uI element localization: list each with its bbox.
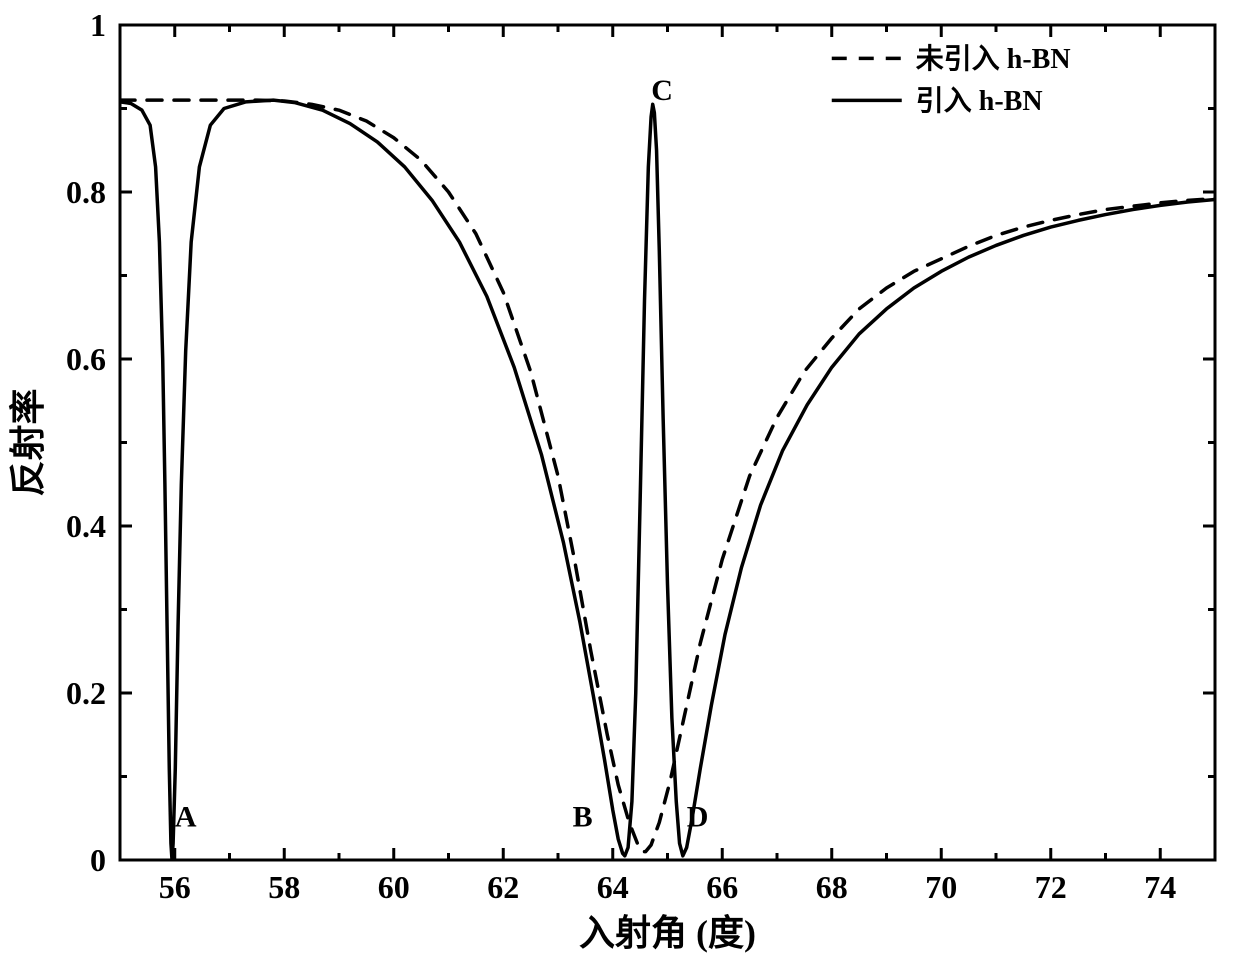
- x-tick-label: 60: [378, 869, 410, 905]
- y-tick-label: 0: [90, 842, 106, 878]
- x-tick-label: 70: [925, 869, 957, 905]
- x-tick-label: 64: [597, 869, 629, 905]
- chart-svg: 56 58 60 62 64 66 68 70 72 74 0 0.2 0.4 0.6 0.8 1 入射角 (度…: [0, 0, 1240, 965]
- annotation-C: C: [651, 74, 673, 107]
- legend-label-solid: 引入 h-BN: [916, 85, 1043, 117]
- x-tick-label: 66: [706, 869, 738, 905]
- x-axis-label: 入射角 (度): [579, 913, 756, 953]
- annotation-B: B: [573, 801, 593, 834]
- y-tick-label: 1: [90, 7, 106, 43]
- reflectance-chart: 56 58 60 62 64 66 68 70 72 74 0 0.2 0.4 0.6 0.8 1 入射角 (度…: [0, 0, 1240, 965]
- legend-label-dashed: 未引入 h-BN: [916, 43, 1071, 75]
- x-tick-label: 56: [159, 869, 191, 905]
- x-tick-label: 74: [1144, 869, 1176, 905]
- x-tick-label: 68: [816, 869, 848, 905]
- x-tick-label: 72: [1035, 869, 1067, 905]
- annotation-A: A: [175, 801, 197, 834]
- y-tick-label: 0.6: [66, 341, 106, 377]
- y-tick-label: 0.2: [66, 675, 106, 711]
- x-tick-label: 58: [268, 869, 300, 905]
- y-tick-label: 0.4: [66, 508, 106, 544]
- x-tick-label: 62: [487, 869, 519, 905]
- y-tick-label: 0.8: [66, 174, 106, 210]
- annotation-D: D: [687, 801, 709, 834]
- y-axis-label: 反射率: [8, 388, 48, 496]
